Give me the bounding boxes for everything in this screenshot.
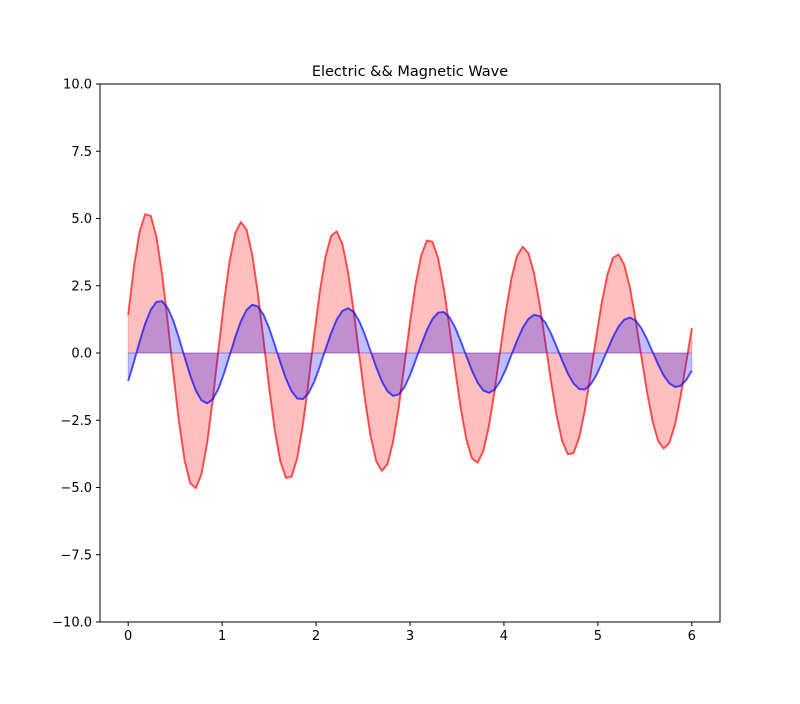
x-tick-label: 1	[218, 629, 226, 644]
plot-area	[127, 213, 693, 490]
x-tick-label: 5	[594, 629, 602, 644]
y-tick-label: 2.5	[71, 279, 92, 294]
y-tick-label: 5.0	[71, 212, 92, 227]
series-0-line	[127, 213, 693, 490]
y-tick-label: 7.5	[71, 145, 92, 160]
x-tick-label: 6	[688, 629, 696, 644]
x-tick-label: 3	[406, 629, 414, 644]
axis-ticks: 0 1 2 3 4 5 6 −10.0 −7.5 −5.0 −2.5 0.0 2.5 5.0 7.5 10.0	[52, 78, 696, 645]
x-tick-label: 4	[500, 629, 508, 644]
y-tick-label: 10.0	[63, 78, 92, 93]
x-tick-label: 0	[124, 629, 132, 644]
x-tick-label: 2	[312, 629, 320, 644]
y-tick-label: 0.0	[71, 347, 92, 362]
y-tick-label: −10.0	[52, 616, 92, 631]
series-1-line	[127, 300, 693, 405]
chart-title: Electric && Magnetic Wave	[312, 64, 508, 80]
y-tick-label: −7.5	[60, 548, 92, 563]
y-tick-label: −5.0	[60, 481, 92, 496]
y-tick-label: −2.5	[60, 414, 92, 429]
